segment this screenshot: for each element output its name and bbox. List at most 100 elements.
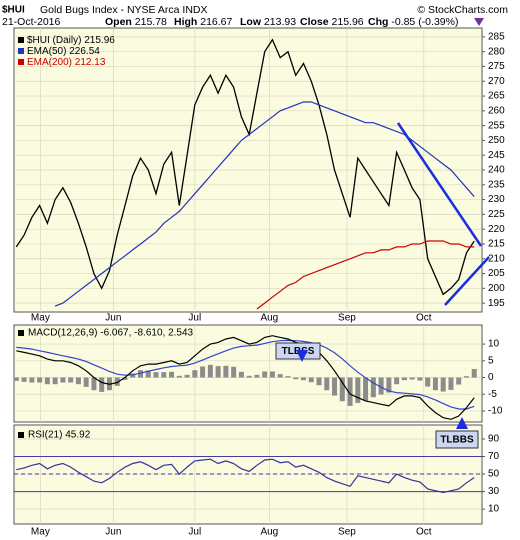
series-line bbox=[16, 339, 475, 410]
histogram-bar bbox=[316, 377, 322, 386]
histogram-bar bbox=[75, 377, 81, 385]
legend-value: 226.54 bbox=[69, 46, 100, 57]
histogram-bar bbox=[207, 364, 213, 378]
histogram-bar bbox=[386, 377, 392, 393]
y-tick-label: 70 bbox=[488, 451, 500, 462]
histogram-bar bbox=[370, 377, 376, 398]
histogram-bar bbox=[308, 377, 314, 383]
legend-name: EMA(200) bbox=[27, 57, 72, 68]
y-tick-label: 5 bbox=[488, 355, 494, 366]
y-tick-label: 235 bbox=[488, 179, 505, 190]
histogram-bar bbox=[60, 377, 66, 383]
y-tick-label: 230 bbox=[488, 194, 505, 205]
histogram-bar bbox=[231, 366, 237, 378]
y-tick-label: 30 bbox=[488, 486, 500, 497]
histogram-bar bbox=[285, 376, 291, 378]
legend-name: EMA(50) bbox=[27, 46, 66, 57]
legend-entry: $HUI (Daily) 215.96 bbox=[27, 35, 115, 46]
histogram-bar bbox=[153, 372, 159, 378]
histogram-bar bbox=[332, 377, 338, 396]
histogram-bar bbox=[145, 370, 151, 378]
histogram-bar bbox=[223, 365, 229, 378]
arrow bbox=[456, 417, 468, 429]
histogram-bar bbox=[269, 371, 275, 378]
panel-label: RSI(21) 45.92 bbox=[28, 430, 91, 441]
quote-value: 215.96 bbox=[332, 16, 364, 28]
plot-layer: $HUI Gold Bugs Index - NYSE Arca INDX © St… bbox=[2, 4, 508, 538]
histogram-bar bbox=[29, 377, 35, 383]
y-tick-label: 260 bbox=[488, 105, 505, 116]
histogram-bar bbox=[378, 377, 384, 395]
histogram-bar bbox=[21, 377, 27, 382]
quote-label: Close bbox=[300, 16, 329, 28]
legend-value: 212.13 bbox=[75, 57, 106, 68]
histogram-bar bbox=[254, 374, 260, 378]
y-tick-label: 10 bbox=[488, 339, 500, 350]
trendline bbox=[444, 256, 490, 306]
quote-value: 216.67 bbox=[200, 16, 232, 28]
y-tick-label: 245 bbox=[488, 150, 505, 161]
histogram-bar bbox=[363, 377, 369, 401]
x-tick-label: Jul bbox=[188, 527, 201, 538]
y-tick-label: 280 bbox=[488, 46, 505, 57]
histogram-bar bbox=[169, 371, 175, 378]
y-tick-label: 240 bbox=[488, 165, 505, 176]
histogram-bar bbox=[463, 376, 469, 378]
x-tick-label: May bbox=[31, 313, 50, 324]
quote-value: 215.78 bbox=[135, 16, 167, 28]
y-tick-label: 205 bbox=[488, 268, 505, 279]
legend-entry: EMA(50) 226.54 bbox=[27, 46, 100, 57]
quote: Low 213.93 bbox=[240, 16, 296, 28]
trendline bbox=[396, 122, 483, 247]
y-tick-label: 220 bbox=[488, 224, 505, 235]
y-tick-label: 90 bbox=[488, 434, 500, 445]
histogram-bar bbox=[324, 377, 330, 391]
x-tick-label: Jun bbox=[105, 527, 121, 538]
histogram-bar bbox=[13, 377, 19, 381]
histogram-bar bbox=[432, 377, 438, 391]
histogram-bar bbox=[184, 374, 190, 378]
histogram-bar bbox=[176, 375, 182, 378]
y-tick-label: 250 bbox=[488, 135, 505, 146]
quote-value: 213.93 bbox=[264, 16, 296, 28]
annotation-box bbox=[435, 430, 479, 449]
histogram-bar bbox=[347, 377, 353, 406]
histogram-bar bbox=[44, 377, 50, 385]
y-tick-label: -10 bbox=[488, 406, 503, 417]
y-tick-label: 0 bbox=[488, 372, 494, 383]
histogram-bar bbox=[122, 377, 128, 380]
quote-label: Chg bbox=[368, 16, 388, 28]
histogram-bar bbox=[246, 375, 252, 378]
x-tick-label: Sep bbox=[338, 527, 356, 538]
symbol: $HUI bbox=[2, 5, 25, 16]
histogram-bar bbox=[300, 377, 306, 381]
x-tick-label: May bbox=[31, 527, 50, 538]
legend-value: 215.96 bbox=[84, 35, 115, 46]
watermark: © StockCharts.com bbox=[417, 4, 508, 16]
series-line bbox=[16, 458, 475, 494]
y-tick-label: 200 bbox=[488, 283, 505, 294]
histogram-bar bbox=[293, 377, 299, 380]
quote: Close 215.96 bbox=[300, 16, 364, 28]
histogram-bar bbox=[200, 366, 206, 378]
histogram-bar bbox=[394, 377, 400, 385]
panel-marker bbox=[18, 330, 24, 336]
y-tick-label: -5 bbox=[488, 389, 497, 400]
y-tick-label: 50 bbox=[488, 469, 500, 480]
histogram-bar bbox=[83, 377, 89, 387]
histogram-bar bbox=[417, 377, 423, 381]
series-line bbox=[256, 240, 475, 310]
macd-panel bbox=[13, 324, 483, 423]
arrow bbox=[296, 350, 308, 362]
quote-label: Low bbox=[240, 16, 262, 28]
histogram-bar bbox=[262, 371, 268, 378]
legend-swatch bbox=[18, 59, 24, 65]
x-tick-label: Jun bbox=[105, 313, 121, 324]
y-tick-label: 225 bbox=[488, 209, 505, 220]
histogram-bar bbox=[215, 366, 221, 378]
x-tick-label: Sep bbox=[338, 313, 356, 324]
legend-name: $HUI (Daily) bbox=[27, 35, 81, 46]
x-tick-label: Aug bbox=[260, 313, 278, 324]
y-tick-label: 255 bbox=[488, 120, 505, 131]
